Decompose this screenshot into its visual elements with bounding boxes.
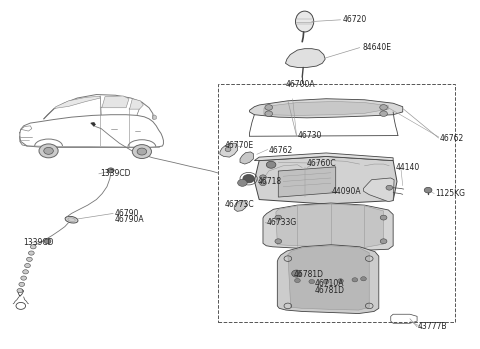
Polygon shape [254, 153, 393, 161]
Circle shape [21, 276, 26, 280]
Polygon shape [240, 152, 253, 164]
Polygon shape [263, 203, 393, 250]
Circle shape [108, 168, 114, 173]
Circle shape [260, 175, 266, 180]
Ellipse shape [296, 11, 314, 32]
Circle shape [238, 179, 247, 186]
Text: 44090A: 44090A [332, 187, 361, 196]
Text: 46760C: 46760C [307, 158, 336, 168]
Text: 46730: 46730 [298, 131, 322, 140]
Circle shape [424, 187, 432, 193]
Polygon shape [153, 115, 156, 120]
Polygon shape [234, 201, 247, 211]
Circle shape [39, 144, 58, 158]
Circle shape [243, 174, 254, 183]
Polygon shape [250, 99, 403, 118]
Polygon shape [101, 96, 129, 108]
Polygon shape [254, 156, 397, 204]
Circle shape [323, 280, 329, 284]
Text: 46762: 46762 [269, 146, 293, 155]
Circle shape [352, 278, 358, 282]
Text: 46710A: 46710A [314, 280, 344, 289]
Polygon shape [91, 122, 96, 127]
Circle shape [380, 111, 387, 117]
Circle shape [266, 161, 276, 168]
Circle shape [17, 289, 23, 293]
Polygon shape [286, 49, 325, 67]
Circle shape [19, 282, 24, 287]
Circle shape [295, 279, 300, 283]
Circle shape [275, 215, 282, 220]
Text: 46781D: 46781D [294, 270, 324, 279]
Circle shape [380, 105, 387, 110]
Text: 46790A: 46790A [115, 215, 144, 224]
Circle shape [265, 105, 273, 110]
Polygon shape [220, 143, 238, 157]
Circle shape [28, 251, 34, 255]
Circle shape [44, 147, 53, 154]
Text: 84640E: 84640E [362, 43, 391, 52]
Text: 46773C: 46773C [225, 200, 254, 209]
Circle shape [265, 111, 273, 117]
Bar [218, 84, 456, 322]
Polygon shape [277, 245, 379, 313]
Text: 46790: 46790 [115, 209, 139, 218]
Polygon shape [129, 99, 144, 109]
Circle shape [386, 185, 393, 190]
Circle shape [260, 181, 266, 186]
Text: 46718: 46718 [258, 177, 282, 186]
Circle shape [292, 270, 301, 277]
Text: 46770E: 46770E [225, 141, 254, 150]
Text: 46720: 46720 [343, 15, 367, 24]
Circle shape [24, 263, 30, 268]
Ellipse shape [65, 216, 78, 223]
Polygon shape [54, 96, 100, 109]
Circle shape [225, 147, 231, 151]
Text: 1125KG: 1125KG [435, 189, 465, 198]
Text: 46781D: 46781D [314, 286, 344, 295]
Polygon shape [363, 178, 394, 202]
Text: 46762: 46762 [440, 134, 464, 142]
Text: 1339CD: 1339CD [100, 169, 131, 178]
Circle shape [132, 144, 152, 158]
Circle shape [23, 270, 28, 274]
Circle shape [26, 257, 32, 261]
Circle shape [380, 239, 387, 244]
Polygon shape [276, 204, 384, 247]
Polygon shape [264, 102, 388, 116]
Circle shape [360, 277, 366, 281]
Circle shape [309, 280, 315, 284]
Circle shape [275, 239, 282, 244]
Text: 46700A: 46700A [286, 80, 315, 89]
Circle shape [30, 245, 36, 249]
Circle shape [137, 148, 147, 155]
Polygon shape [278, 167, 336, 197]
Circle shape [44, 239, 51, 244]
Polygon shape [288, 246, 369, 310]
Text: 44140: 44140 [396, 163, 420, 172]
Circle shape [380, 215, 387, 220]
Text: 46733G: 46733G [267, 218, 297, 227]
Circle shape [337, 279, 343, 283]
Text: 1339CD: 1339CD [24, 238, 54, 247]
Text: 43777B: 43777B [418, 322, 447, 331]
